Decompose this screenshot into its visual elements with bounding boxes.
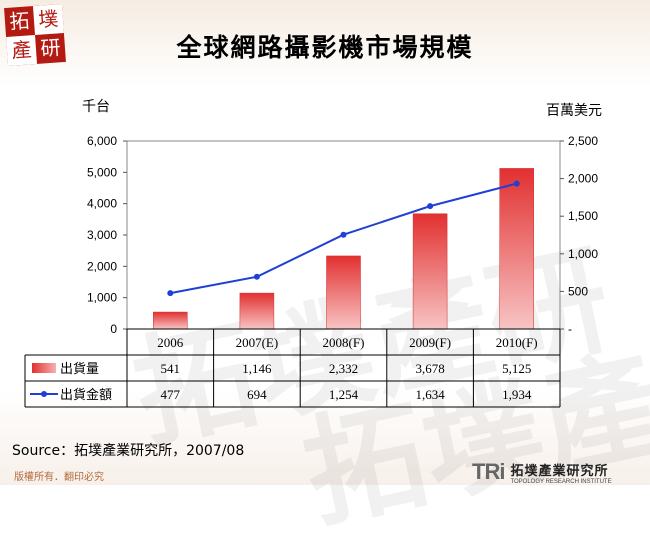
y-tick-label: 0 xyxy=(110,322,117,336)
y2-tick-label: 500 xyxy=(568,284,588,298)
category-label: 2010(F) xyxy=(496,335,538,350)
line-point xyxy=(253,273,260,280)
legend-label: 出貨量 xyxy=(60,361,99,377)
y2-tick-label: 2,500 xyxy=(568,134,598,148)
right-axis-unit: 百萬美元 xyxy=(546,103,602,119)
y2-tick-label: 2,000 xyxy=(568,172,598,186)
line-series xyxy=(167,180,520,297)
footer-brand: TRi 拓墣產業研究所 TOPOLOGY RESEARCH INSTITUTE xyxy=(472,459,612,485)
chart-title: 全球網路攝影機市場規模 xyxy=(176,33,474,62)
y-tick-label: 2,000 xyxy=(87,259,117,273)
bar-value-label: 1,146 xyxy=(242,361,272,376)
chart-svg: 6,000 5,000 4,000 3,000 2,000 1,000 0 2,500 2,00… xyxy=(24,134,598,408)
legend-label: 出貨金額 xyxy=(60,387,112,403)
y-tick-label: 1,000 xyxy=(87,291,117,305)
line-point xyxy=(513,180,520,187)
left-axis-unit: 千台 xyxy=(82,99,110,115)
data-table: 2006 541 477 2007(E) 1,146 694 2008(F) 2,332 1,2… xyxy=(24,328,561,408)
line-point xyxy=(167,290,174,297)
y-tick-label: 4,000 xyxy=(87,197,117,211)
category-label: 2009(F) xyxy=(409,335,451,350)
axes: 6,000 5,000 4,000 3,000 2,000 1,000 0 2,500 2,00… xyxy=(87,134,598,336)
legend-swatch-bar xyxy=(32,363,56,373)
y2-tick-label: 1,000 xyxy=(568,247,598,261)
y-tick-label: 6,000 xyxy=(87,134,117,148)
y-tick-label: 5,000 xyxy=(87,165,117,179)
line-point xyxy=(340,231,347,238)
bar xyxy=(239,292,275,330)
y2-tick-label: - xyxy=(568,322,572,336)
line-value-label: 1,254 xyxy=(329,387,359,402)
category-label: 2006 xyxy=(157,335,184,350)
category-label: 2007(E) xyxy=(236,335,279,350)
bar xyxy=(326,255,361,330)
bar xyxy=(153,311,188,330)
bar-value-label: 5,125 xyxy=(502,361,531,376)
bar xyxy=(499,168,534,330)
line-value-label: 477 xyxy=(161,387,181,402)
y-tick-label: 3,000 xyxy=(87,228,117,242)
copyright-text: 版權所有．翻印必究 xyxy=(14,472,104,483)
category-label: 2008(F) xyxy=(323,335,365,350)
brand-english: TOPOLOGY RESEARCH INSTITUTE xyxy=(510,478,612,485)
bar-value-label: 541 xyxy=(161,361,181,376)
bar-value-label: 2,332 xyxy=(329,361,358,376)
line-value-label: 1,934 xyxy=(502,387,532,402)
source-note: Source：拓墣產業研究所，2007/08 xyxy=(12,443,245,459)
line-value-label: 1,634 xyxy=(415,387,445,402)
line-value-label: 694 xyxy=(247,387,267,402)
brand-name: 拓墣產業研究所 xyxy=(510,463,609,479)
legend-swatch-point xyxy=(41,391,47,397)
bar xyxy=(412,213,448,330)
line-point xyxy=(427,203,434,210)
bar-value-label: 3,678 xyxy=(415,361,444,376)
y2-tick-label: 1,500 xyxy=(568,209,598,223)
brand-mark: TRi xyxy=(472,459,505,484)
bar-series xyxy=(153,168,534,330)
background xyxy=(0,0,650,485)
